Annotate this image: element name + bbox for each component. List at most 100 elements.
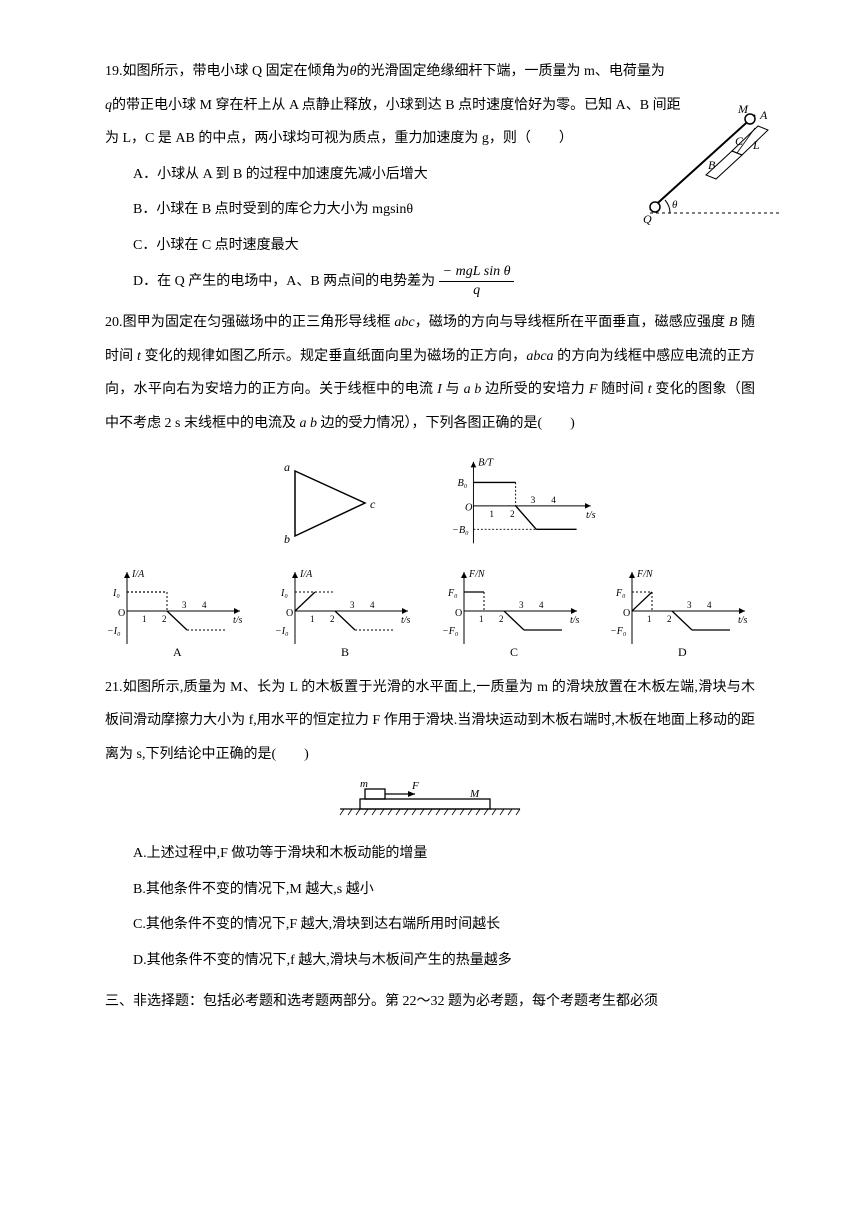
q21-optA: A.上述过程中,F 做功等于滑块和木板动能的增量 [133,837,755,871]
svg-text:1: 1 [142,614,147,624]
q21-diagram: m F M [105,777,755,831]
svg-text:F₀: F₀ [447,588,458,599]
svg-text:t/s: t/s [570,615,580,626]
q19-lbl-L: L [752,138,760,152]
svg-text:b: b [284,532,290,546]
q20-choice-B: I/A t/s O I₀ −I₀ 1 2 3 4 B [273,566,418,661]
svg-text:1: 1 [310,614,315,624]
svg-text:I₀: I₀ [280,588,288,599]
svg-text:F/N: F/N [468,569,486,580]
q19-lbl-Q: Q [643,212,652,226]
q19-lbl-theta: θ [672,199,678,211]
svg-text:3: 3 [350,600,355,610]
svg-text:B₀: B₀ [458,478,468,489]
svg-text:4: 4 [370,600,375,610]
svg-text:t/s: t/s [401,615,411,626]
question-21: 21.如图所示,质量为 M、长为 L 的木板置于光滑的水平面上,一质量为 m 的… [105,671,755,978]
q19-optC: C．小球在 C 点时速度最大 [133,229,755,263]
svg-text:t/s: t/s [233,615,243,626]
q19-t3: 的带正电小球 M 穿在杆上从 A 点静止释放，小球到达 B 点时速度恰好为零。已… [112,98,681,113]
q21-num: 21. [105,680,123,695]
svg-text:2: 2 [667,614,672,624]
svg-text:O: O [623,608,630,619]
q21-optB: B.其他条件不变的情况下,M 越大,s 越小 [133,873,755,907]
q19-q: q [105,98,112,113]
svg-text:4: 4 [551,496,556,506]
q20-bt-graph: B/T t/s O B₀ −B₀ 1 2 3 4 [450,451,600,556]
q19-optD-frac: − mgL sin θ q [439,265,515,298]
q20-triangle: a b c [260,451,410,556]
q19-optD: D．在 Q 产生的电场中，A、B 两点间的电势差为 − mgL sin θ q [133,265,755,299]
q19-optD-pre: D．在 Q 产生的电场中，A、B 两点间的电势差为 [133,274,435,289]
q21-svg: m F M [330,777,530,817]
svg-text:−I₀: −I₀ [107,626,121,637]
q19-theta: θ [350,64,357,79]
q20-choice-D: F/N t/s O F₀ −F₀ 1 2 3 4 D [610,566,755,661]
svg-text:3: 3 [531,496,536,506]
svg-text:I/A: I/A [299,569,313,580]
q19-num: 19. [105,64,123,79]
q19-lbl-B: B [708,158,716,172]
q19-frac-den: q [439,282,515,298]
svg-text:O: O [465,502,473,513]
q21-stem: 21.如图所示,质量为 M、长为 L 的木板置于光滑的水平面上,一质量为 m 的… [105,671,755,772]
svg-text:3: 3 [687,600,692,610]
svg-text:t/s: t/s [586,510,596,521]
svg-text:−F₀: −F₀ [442,626,459,637]
q19-frac-num: − mgL sin θ [439,265,515,282]
question-19: 19.如图所示，带电小球 Q 固定在倾角为θ的光滑固定绝缘细杆下端，一质量为 m… [105,55,755,298]
q20-line1: 20.图甲为固定在匀强磁场中的正三角形导线框 abc，磁场的方向与导线框所在平面… [105,306,755,440]
svg-text:O: O [118,608,125,619]
svg-text:3: 3 [519,600,524,610]
svg-text:4: 4 [539,600,544,610]
svg-text:I/A: I/A [131,569,145,580]
svg-text:1: 1 [647,614,652,624]
svg-text:A: A [173,645,182,659]
q19-t2: 的光滑固定绝缘细杆下端，一质量为 m、电荷量为 [357,64,665,79]
svg-text:D: D [678,645,687,659]
q21-optD: D.其他条件不变的情况下,f 越大,滑块与木板间产生的热量越多 [133,944,755,978]
svg-text:O: O [455,608,462,619]
q20-diagrams: a b c B/T t/s O B₀ −B₀ 1 2 [105,451,755,661]
q20-choice-C: F/N t/s O F₀ −F₀ 1 2 3 4 C [442,566,587,661]
q19-diagram: θ Q M A C L B [640,95,790,230]
svg-text:−B₀: −B₀ [452,525,469,536]
q20-choice-A: I/A t/s O I₀ −I₀ 1 2 3 4 A [105,566,250,661]
svg-text:3: 3 [182,600,187,610]
svg-text:1: 1 [479,614,484,624]
q19-stem: 19.如图所示，带电小球 Q 固定在倾角为θ的光滑固定绝缘细杆下端，一质量为 m… [105,55,755,89]
q19-lbl-A: A [759,108,768,122]
q21-options: A.上述过程中,F 做功等于滑块和木板动能的增量 B.其他条件不变的情况下,M … [105,837,755,977]
question-20: 20.图甲为固定在匀强磁场中的正三角形导线框 abc，磁场的方向与导线框所在平面… [105,306,755,660]
svg-text:M: M [469,788,480,800]
svg-text:B: B [341,645,349,659]
svg-text:B/T: B/T [478,457,494,468]
svg-text:2: 2 [330,614,335,624]
svg-text:O: O [286,608,293,619]
svg-text:c: c [370,497,376,511]
svg-text:2: 2 [499,614,504,624]
svg-text:−I₀: −I₀ [275,626,289,637]
svg-text:−F₀: −F₀ [610,626,627,637]
svg-text:1: 1 [489,510,494,520]
svg-text:2: 2 [510,510,515,520]
q19-t1: 如图所示，带电小球 Q 固定在倾角为 [123,64,350,79]
svg-text:2: 2 [162,614,167,624]
svg-text:F: F [411,780,419,792]
q19-lbl-M: M [737,102,749,116]
svg-text:I₀: I₀ [112,588,120,599]
svg-text:a: a [284,460,290,474]
svg-text:m: m [360,778,368,790]
q21-t1: 如图所示,质量为 M、长为 L 的木板置于光滑的水平面上,一质量为 m 的滑块放… [105,680,755,762]
svg-text:4: 4 [202,600,207,610]
q21-optC: C.其他条件不变的情况下,F 越大,滑块到达右端所用时间越长 [133,908,755,942]
svg-text:4: 4 [707,600,712,610]
q20-num: 20. [105,315,123,330]
svg-text:F/N: F/N [636,569,654,580]
section-3-heading: 三、非选择题：包括必考题和选考题两部分。第 22～32 题为必考题，每个考题考生… [105,985,755,1019]
svg-text:C: C [510,645,518,659]
svg-text:F₀: F₀ [615,588,626,599]
q19-lbl-C: C [735,134,744,148]
q20-choices: I/A t/s O I₀ −I₀ 1 2 3 4 A I/A t/s O [105,566,755,661]
svg-text:t/s: t/s [738,615,748,626]
